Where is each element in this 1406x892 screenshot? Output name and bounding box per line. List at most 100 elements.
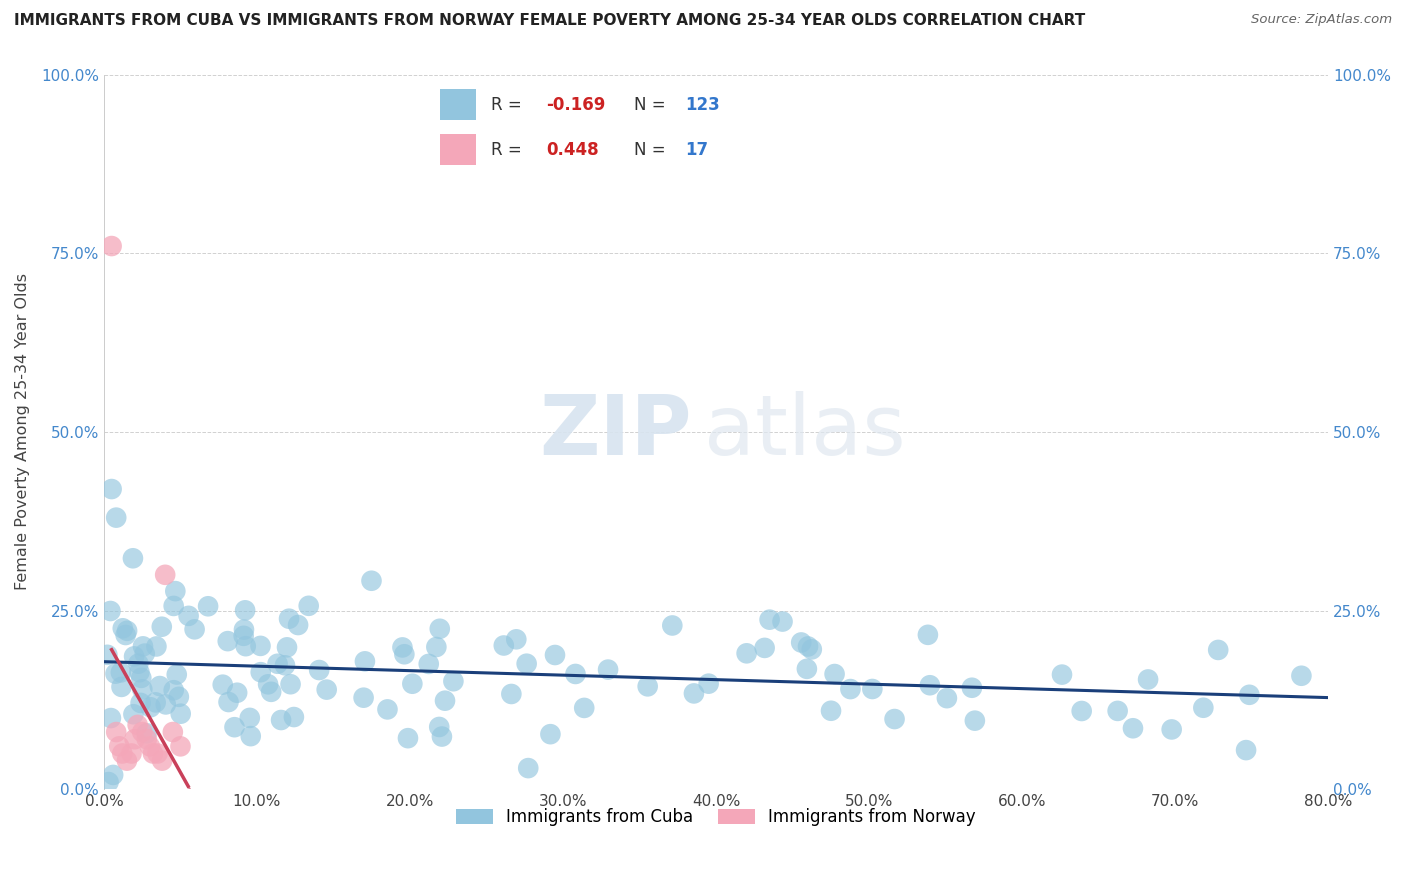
Immigrants from Cuba (1050, 667, 1073, 681)
Immigrants from Cuba (544, 648, 567, 662)
Immigrants from Cuba (839, 682, 862, 697)
Immigrants from Norway (162, 725, 184, 739)
Text: ZIP: ZIP (538, 392, 692, 473)
Immigrants from Cuba (114, 628, 136, 642)
Immigrants from Cuba (935, 691, 957, 706)
Text: atlas: atlas (704, 392, 905, 473)
Immigrants from Cuba (239, 711, 262, 725)
Immigrants from Cuba (797, 640, 820, 654)
Immigrants from Cuba (183, 623, 205, 637)
Immigrants from Cuba (425, 640, 447, 654)
Immigrants from Norway (100, 239, 122, 253)
Immigrants from Norway (108, 739, 131, 754)
Immigrants from Cuba (418, 657, 440, 671)
Immigrants from Norway (124, 732, 146, 747)
Immigrants from Cuba (963, 714, 986, 728)
Immigrants from Cuba (800, 642, 823, 657)
Immigrants from Cuba (280, 677, 302, 691)
Immigrants from Cuba (1122, 721, 1144, 735)
Immigrants from Cuba (1107, 704, 1129, 718)
Immigrants from Cuba (401, 677, 423, 691)
Immigrants from Cuba (100, 482, 122, 496)
FancyBboxPatch shape (440, 89, 477, 120)
Text: R =: R = (491, 95, 522, 113)
Immigrants from Norway (146, 747, 169, 761)
Immigrants from Cuba (492, 639, 515, 653)
Immigrants from Cuba (917, 628, 939, 642)
Immigrants from Cuba (239, 729, 262, 743)
Immigrants from Cuba (135, 726, 157, 740)
Immigrants from Cuba (145, 640, 167, 654)
Immigrants from Cuba (105, 510, 128, 524)
Immigrants from Cuba (683, 686, 706, 700)
Immigrants from Cuba (434, 694, 457, 708)
Immigrants from Cuba (129, 671, 152, 685)
Immigrants from Cuba (249, 639, 271, 653)
Immigrants from Cuba (274, 658, 297, 673)
Immigrants from Cuba (100, 604, 122, 618)
Immigrants from Norway (115, 754, 138, 768)
Immigrants from Cuba (287, 618, 309, 632)
Immigrants from Cuba (283, 710, 305, 724)
Immigrants from Cuba (233, 603, 256, 617)
Immigrants from Cuba (516, 657, 538, 671)
Immigrants from Cuba (637, 679, 659, 693)
Immigrants from Norway (142, 747, 165, 761)
Immigrants from Cuba (163, 683, 186, 698)
Immigrants from Cuba (1137, 673, 1160, 687)
Y-axis label: Female Poverty Among 25-34 Year Olds: Female Poverty Among 25-34 Year Olds (15, 273, 30, 591)
Immigrants from Cuba (538, 727, 561, 741)
Immigrants from Cuba (758, 613, 780, 627)
Immigrants from Cuba (129, 696, 152, 710)
Text: IMMIGRANTS FROM CUBA VS IMMIGRANTS FROM NORWAY FEMALE POVERTY AMONG 25-34 YEAR O: IMMIGRANTS FROM CUBA VS IMMIGRANTS FROM … (14, 13, 1085, 29)
Immigrants from Cuba (111, 621, 134, 635)
Immigrants from Cuba (377, 702, 399, 716)
Text: 123: 123 (685, 95, 720, 113)
Immigrants from Norway (105, 725, 128, 739)
Immigrants from Cuba (149, 679, 172, 693)
Immigrants from Cuba (167, 690, 190, 704)
Immigrants from Cuba (1070, 704, 1092, 718)
Immigrants from Cuba (134, 647, 156, 661)
Immigrants from Cuba (1160, 723, 1182, 737)
Immigrants from Cuba (517, 761, 540, 775)
Immigrants from Cuba (97, 775, 120, 789)
Immigrants from Cuba (145, 695, 167, 709)
Immigrants from Cuba (170, 706, 193, 721)
Immigrants from Cuba (772, 615, 794, 629)
Immigrants from Cuba (661, 618, 683, 632)
Immigrants from Cuba (564, 667, 586, 681)
Immigrants from Cuba (1234, 743, 1257, 757)
Immigrants from Cuba (353, 690, 375, 705)
Immigrants from Cuba (790, 635, 813, 649)
Immigrants from Cuba (232, 629, 254, 643)
Text: N =: N = (634, 95, 665, 113)
Immigrants from Cuba (165, 584, 187, 599)
Immigrants from Cuba (354, 654, 377, 668)
Text: N =: N = (634, 141, 665, 159)
Immigrants from Cuba (166, 667, 188, 681)
Text: R =: R = (491, 141, 522, 159)
Immigrants from Cuba (270, 713, 292, 727)
Immigrants from Cuba (226, 686, 249, 700)
Immigrants from Cuba (441, 674, 464, 689)
Immigrants from Cuba (430, 730, 453, 744)
Immigrants from Cuba (1291, 669, 1313, 683)
Immigrants from Cuba (276, 640, 298, 655)
Immigrants from Cuba (960, 681, 983, 695)
Immigrants from Cuba (249, 665, 271, 680)
Immigrants from Cuba (110, 665, 132, 680)
Immigrants from Cuba (131, 682, 153, 697)
Immigrants from Cuba (115, 624, 138, 638)
Immigrants from Norway (150, 754, 173, 768)
Immigrants from Cuba (754, 640, 776, 655)
Immigrants from Norway (111, 747, 134, 761)
Immigrants from Cuba (860, 681, 883, 696)
Immigrants from Cuba (1239, 688, 1261, 702)
Immigrants from Norway (153, 567, 176, 582)
Immigrants from Cuba (122, 649, 145, 664)
Immigrants from Cuba (394, 647, 416, 661)
Immigrants from Norway (169, 739, 191, 754)
Immigrants from Cuba (96, 648, 118, 662)
Immigrants from Cuba (574, 701, 596, 715)
